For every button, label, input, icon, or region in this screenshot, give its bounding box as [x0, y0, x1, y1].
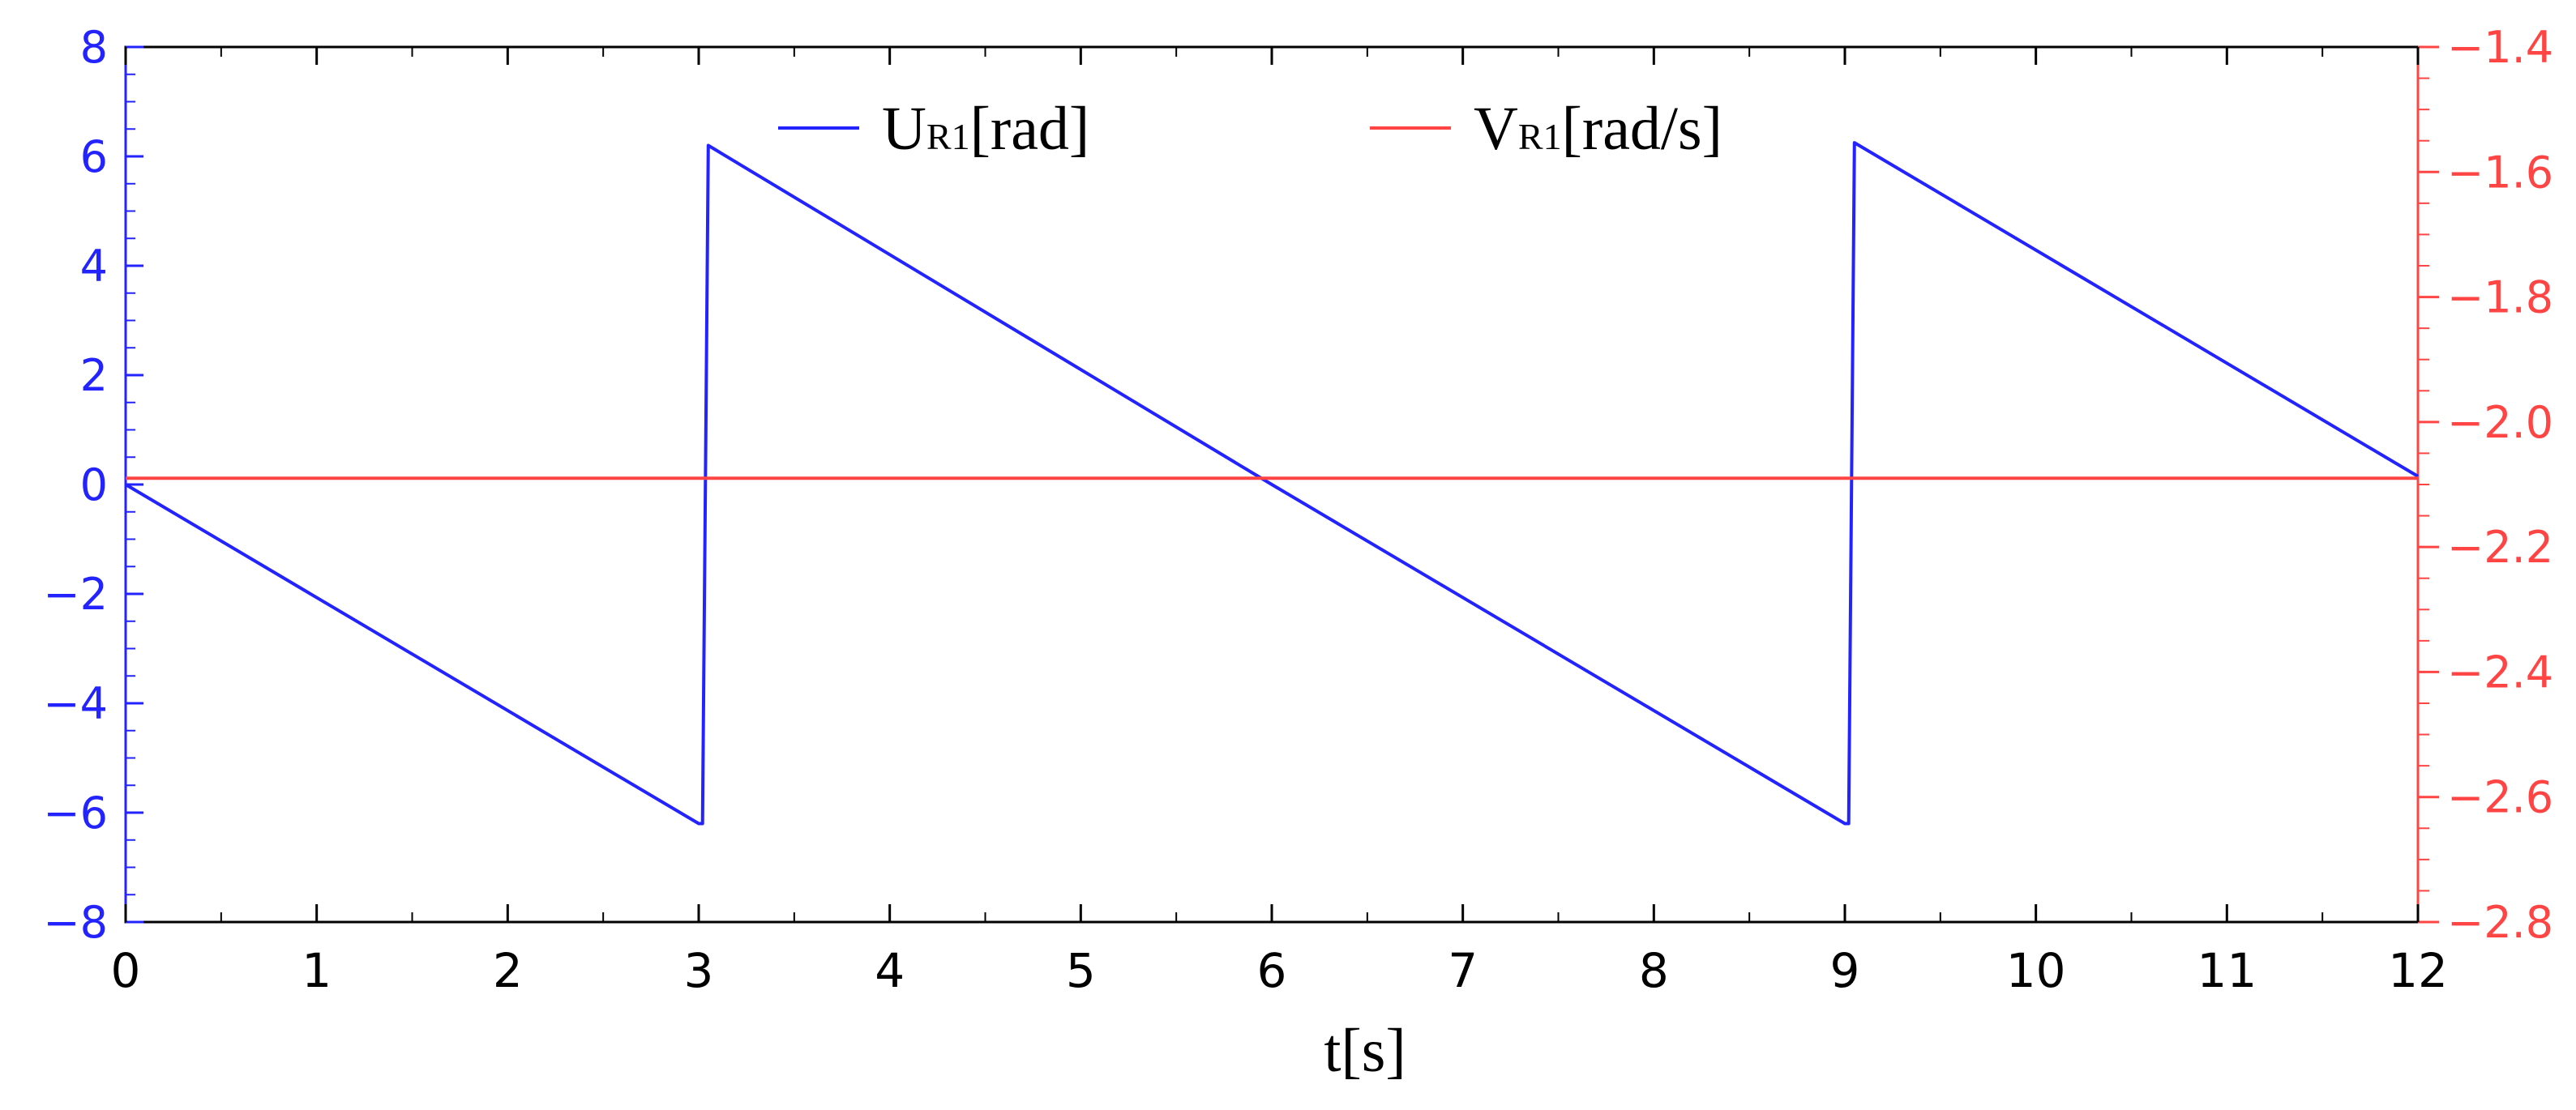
x-tick-label: 4 [875, 943, 905, 998]
right-tick-label: −2.0 [2447, 397, 2553, 448]
legend-label-v: VR1[rad/s] [1474, 95, 1722, 163]
x-tick-label: 5 [1066, 943, 1096, 998]
legend: UR1[rad] VR1[rad/s] [778, 95, 1722, 163]
left-axis: −8 −6 −4 −2 0 2 4 6 8 [43, 22, 143, 948]
x-tick-label: 3 [684, 943, 714, 998]
x-axis-title: t[s] [1324, 1017, 1406, 1085]
left-tick-label: −2 [43, 569, 108, 620]
right-tick-label: −1.8 [2447, 272, 2553, 323]
x-tick-label: 2 [493, 943, 523, 998]
right-tick-label: −2.8 [2447, 897, 2553, 948]
left-tick-label: −8 [43, 897, 108, 948]
left-tick-label: 4 [80, 241, 108, 292]
x-tick-label: 10 [2006, 943, 2066, 998]
right-axis: −2.8 −2.6 −2.4 −2.2 −2.0 −1.8 −1.6 −1.4 [2416, 22, 2553, 948]
x-tick-label: 9 [1830, 943, 1860, 998]
series-layer [124, 141, 2420, 826]
series-line-u [124, 141, 2420, 826]
x-tick-label: 7 [1448, 943, 1478, 998]
left-tick-label: 8 [80, 22, 108, 73]
x-axis: 0 1 2 3 4 5 6 7 8 9 10 11 12 [111, 47, 2448, 998]
x-tick-label: 8 [1639, 943, 1669, 998]
x-tick-label: 11 [2197, 943, 2257, 998]
right-tick-label: −2.2 [2447, 522, 2553, 573]
left-tick-label: −6 [43, 788, 108, 839]
right-tick-label: −2.4 [2447, 647, 2553, 698]
x-tick-label: 1 [302, 943, 332, 998]
right-tick-label: −2.6 [2447, 772, 2553, 823]
x-tick-label: 12 [2388, 943, 2448, 998]
x-tick-label: 0 [111, 943, 141, 998]
left-tick-label: 2 [80, 350, 108, 401]
right-tick-label: −1.6 [2447, 147, 2553, 198]
x-tick-label: 6 [1257, 943, 1287, 998]
left-tick-label: 0 [80, 459, 108, 510]
right-tick-label: −1.4 [2447, 22, 2553, 73]
legend-label-u: UR1[rad] [882, 95, 1089, 163]
left-tick-label: 6 [80, 131, 108, 182]
left-tick-label: −4 [43, 678, 108, 729]
